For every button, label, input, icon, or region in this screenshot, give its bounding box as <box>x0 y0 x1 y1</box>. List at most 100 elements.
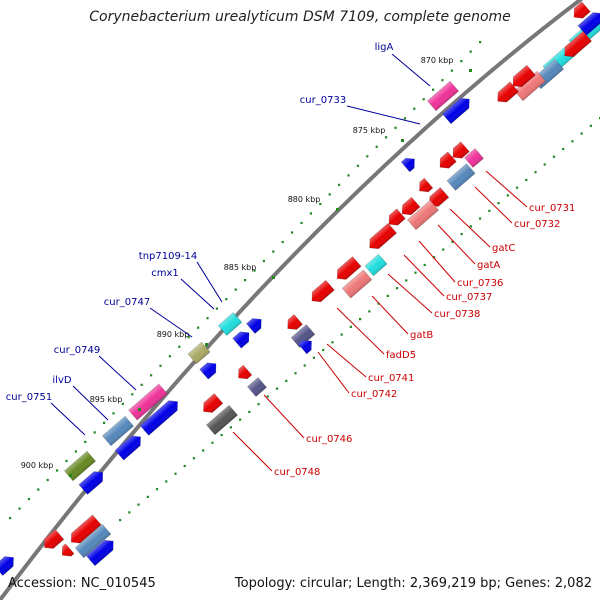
tick-dot <box>112 412 115 415</box>
gene-cur-0746[interactable] <box>247 377 267 397</box>
gene-cur-0746-b[interactable] <box>234 364 253 383</box>
svg-text:cur_0738: cur_0738 <box>434 309 480 320</box>
tick-dot <box>211 441 214 444</box>
label-cur_0747[interactable]: cur_0747 <box>104 297 193 338</box>
label-cur_0733[interactable]: cur_0733 <box>300 95 421 125</box>
tick-dot <box>506 194 509 197</box>
gene-cur-0748[interactable] <box>205 404 239 436</box>
tick-dot <box>178 345 181 348</box>
svg-text:cur_0732: cur_0732 <box>514 219 560 230</box>
tick-dot <box>155 488 159 491</box>
tick-dot <box>93 431 96 434</box>
gene-cur-0749[interactable] <box>128 383 168 421</box>
gene-cur-0731-a[interactable] <box>449 141 470 162</box>
gene-cur-0736-b[interactable] <box>385 208 406 229</box>
gene-bottom-rev-a[interactable] <box>67 514 102 547</box>
tick-dot <box>338 183 341 186</box>
tick-dot <box>580 132 583 135</box>
kbp-tick-mark <box>138 408 141 411</box>
label-tnp7109-14[interactable]: tnp7109-14 <box>139 251 223 303</box>
gene-small-fwd-b[interactable] <box>199 359 221 380</box>
tick-dot <box>589 124 592 127</box>
gene-cmx1[interactable] <box>246 315 265 334</box>
gene-top-rev-a[interactable] <box>509 64 536 91</box>
label-gatc[interactable]: gatC <box>449 208 515 254</box>
label-cur_0749[interactable]: cur_0749 <box>54 345 137 391</box>
gene-bottom-rev-c[interactable] <box>58 543 75 560</box>
gene-cur-0747[interactable] <box>187 341 211 365</box>
label-cur_0731[interactable]: cur_0731 <box>485 170 575 214</box>
gene-cur-0737[interactable] <box>365 222 398 252</box>
kbp-tick-mark <box>205 343 208 346</box>
gene-cur-0742[interactable] <box>290 324 316 348</box>
tick-dot <box>552 155 556 158</box>
gene-cur-0736-a[interactable] <box>398 196 421 219</box>
label-cur_0748[interactable]: cur_0748 <box>232 431 320 478</box>
gene-small-fwd-a[interactable] <box>232 328 254 349</box>
tick-dot <box>525 178 528 182</box>
gene-small-fwd-c[interactable] <box>297 336 316 355</box>
tick-dot <box>319 202 322 206</box>
tick-dot <box>349 325 352 328</box>
gene-ligA[interactable] <box>426 80 460 112</box>
gene-corner-fwd[interactable] <box>0 553 18 576</box>
tick-dot <box>262 259 265 263</box>
tick-dot <box>534 171 537 174</box>
svg-text:gatA: gatA <box>477 260 500 271</box>
label-fadd5[interactable]: fadD5 <box>336 307 416 361</box>
gene-cur-0731-b[interactable] <box>436 151 457 172</box>
gene-cur-0731[interactable] <box>464 148 484 168</box>
gene-cur-0749-fwd[interactable] <box>139 397 182 436</box>
tick-dot <box>328 193 331 196</box>
gene-cur-0751[interactable] <box>63 450 97 482</box>
tick-dot <box>515 186 519 189</box>
gene-gatB[interactable] <box>341 269 373 299</box>
label-cur_0737[interactable]: cur_0737 <box>403 254 492 303</box>
label-cur_0742[interactable]: cur_0742 <box>317 351 397 400</box>
gene-cur-0733-small[interactable] <box>400 154 419 173</box>
gene-bottom-steel[interactable] <box>74 523 112 559</box>
gene-cur-0738[interactable] <box>364 253 388 277</box>
gene-labels-layer: ligA cur_0733 tnp7109-14 cmx1 cur_0747 cur_07… <box>6 42 576 478</box>
gene-cur-0741[interactable] <box>283 314 303 334</box>
label-cur_0738[interactable]: cur_0738 <box>387 273 480 320</box>
gene-cur-0732[interactable] <box>446 163 476 191</box>
gene-cur-0746-a[interactable] <box>199 393 224 417</box>
tick-dot <box>469 225 472 228</box>
label-cur_0732[interactable]: cur_0732 <box>474 186 560 230</box>
label-gatb[interactable]: gatB <box>371 295 433 341</box>
svg-text:cur_0749: cur_0749 <box>54 345 100 356</box>
gene-top-rev-d[interactable] <box>570 1 591 22</box>
label-cur_0751[interactable]: cur_0751 <box>6 392 86 436</box>
gene-fadD5-b[interactable] <box>308 279 335 306</box>
tick-dot <box>244 279 247 282</box>
gene-top-rev-b[interactable] <box>493 81 519 106</box>
gene-cur-0751-fwd[interactable] <box>78 468 107 495</box>
tick-dot <box>347 174 350 177</box>
label-cur_0746[interactable]: cur_0746 <box>263 394 352 445</box>
kbp-tick-layer: 870 kbp 875 kbp 880 kbp 885 kbp 890 kbp 895 k… <box>21 56 472 477</box>
gene-bottom-rev-b[interactable] <box>40 529 65 553</box>
svg-text:ligA: ligA <box>375 42 394 53</box>
gene-gatC-a[interactable] <box>415 177 434 196</box>
label-liga[interactable]: ligA <box>375 42 431 87</box>
label-cur_0736[interactable]: cur_0736 <box>418 240 503 289</box>
tick-dot <box>159 364 162 367</box>
gene-top-rev-c[interactable] <box>560 30 593 60</box>
gene-tnp7109-14[interactable] <box>217 312 243 336</box>
kbp-tick-label: 885 kbp <box>224 263 257 272</box>
label-cmx1[interactable]: cmx1 <box>151 268 215 310</box>
tick-dot <box>385 136 388 139</box>
gene-ilvD[interactable] <box>101 415 135 447</box>
gene-ilvD-fwd[interactable] <box>114 432 145 461</box>
gene-fadD5-a[interactable] <box>333 256 362 284</box>
gene-bottom-fwd[interactable] <box>85 536 117 567</box>
gene-gatA[interactable] <box>406 199 440 231</box>
gene-cur-0733-fwd[interactable] <box>441 94 473 125</box>
label-ilvd[interactable]: ilvD <box>52 375 109 421</box>
tick-dot <box>174 472 177 475</box>
label-cur_0741[interactable]: cur_0741 <box>326 343 414 384</box>
tick-dot <box>414 271 417 274</box>
label-gata[interactable]: gatA <box>437 224 500 271</box>
tick-dot <box>131 393 134 396</box>
